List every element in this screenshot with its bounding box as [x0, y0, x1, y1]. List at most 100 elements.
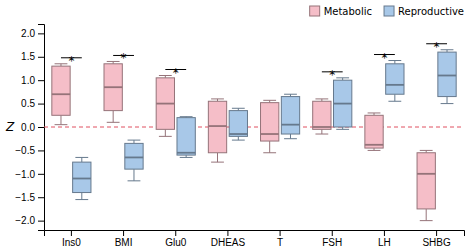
y-axis-title: Z — [5, 120, 15, 134]
y-tick-label: −1.0 — [15, 169, 35, 180]
annotations: ****** — [61, 40, 447, 82]
upper-cap — [180, 116, 193, 117]
x-tick-mark — [436, 230, 437, 236]
y-tick-label: 0.5 — [21, 98, 35, 109]
upper-cap — [441, 49, 454, 50]
median — [261, 133, 279, 135]
box-series — [52, 61, 436, 220]
median — [386, 84, 404, 86]
x-tick: Ins0 — [62, 230, 81, 248]
x-tick: BMI — [115, 230, 133, 248]
upper-cap — [159, 75, 172, 76]
box — [438, 52, 456, 96]
y-tick: −1.0 — [15, 169, 44, 180]
box — [417, 153, 435, 209]
box — [104, 64, 122, 111]
upper-cap — [368, 112, 381, 113]
box — [177, 118, 195, 155]
upper-cap — [211, 98, 224, 99]
lower-whisker — [113, 111, 114, 123]
x-tick-label: Ins0 — [62, 237, 81, 248]
box-series — [73, 50, 457, 200]
y-tick-mark — [38, 150, 44, 151]
lower-cap — [284, 138, 297, 139]
annotation: * — [68, 54, 74, 68]
upper-cap — [420, 150, 433, 151]
y-tick-mark — [38, 57, 44, 58]
median — [52, 93, 70, 95]
y-tick-mark — [38, 221, 44, 222]
upper-cap — [284, 94, 297, 95]
x-tick-label: FSH — [322, 237, 342, 248]
lower-whisker — [60, 115, 61, 124]
y-tick-mark — [38, 33, 44, 34]
box — [52, 66, 70, 115]
median — [313, 126, 331, 128]
box — [365, 115, 383, 148]
chart: −2.0−1.5−1.0−0.50.00.51.01.52.0Ins0BMIGl… — [0, 0, 474, 252]
lower-cap — [263, 152, 276, 153]
box — [73, 162, 91, 192]
upper-cap — [388, 60, 401, 61]
legend: Metabolic Reproductive — [310, 6, 464, 17]
lower-whisker — [290, 134, 291, 139]
upper-whisker — [81, 157, 82, 162]
box — [334, 80, 352, 127]
x-tick-mark — [175, 230, 176, 236]
x-tick-label: Glu0 — [165, 237, 187, 248]
lower-cap — [107, 122, 120, 123]
upper-cap — [336, 77, 349, 78]
x-tick: Glu0 — [165, 230, 187, 248]
x-tick-label: T — [277, 237, 283, 248]
x-tick: T — [277, 230, 283, 248]
y-tick-mark — [38, 127, 44, 128]
y-axis-line — [38, 25, 45, 231]
plot-area — [44, 50, 464, 221]
lower-whisker — [81, 193, 82, 200]
x-tick-label: LH — [378, 237, 391, 248]
y-tick-label: 1.5 — [21, 51, 35, 62]
x-tick-mark — [71, 230, 72, 236]
x-tick: FSH — [322, 230, 342, 248]
legend-item: Metabolic — [310, 6, 372, 17]
median — [438, 75, 456, 77]
lower-whisker — [269, 141, 270, 153]
legend-item: Reproductive — [384, 6, 464, 17]
legend-swatch — [384, 6, 394, 16]
x-tick-mark — [280, 230, 281, 236]
y-tick-label: 0.0 — [21, 122, 35, 133]
y-tick: 1.0 — [21, 75, 44, 86]
y-tick-mark — [38, 80, 44, 81]
lower-whisker — [394, 94, 395, 101]
legend-label: Reproductive — [398, 6, 464, 17]
lower-cap — [180, 157, 193, 158]
y-tick-label: 2.0 — [21, 28, 35, 39]
y-axis: −2.0−1.5−1.0−0.50.00.51.01.52.0 — [15, 25, 44, 231]
box — [229, 111, 247, 137]
lower-cap — [315, 134, 328, 135]
annotation: * — [381, 51, 387, 65]
x-tick: DHEAS — [211, 230, 246, 248]
y-tick-label: −2.0 — [15, 215, 35, 226]
y-tick-label: −1.5 — [15, 192, 35, 203]
x-tick-mark — [123, 230, 124, 236]
annotation: * — [121, 51, 127, 65]
box — [208, 101, 226, 153]
y-tick: 0.5 — [21, 98, 44, 109]
median — [125, 157, 143, 159]
lower-whisker — [447, 97, 448, 104]
median — [208, 125, 226, 127]
lower-cap — [232, 140, 245, 141]
x-tick-mark — [227, 230, 228, 236]
lower-cap — [159, 136, 172, 137]
median — [73, 178, 91, 180]
x-tick-label: DHEAS — [211, 237, 246, 248]
x-tick-mark — [384, 230, 385, 236]
median — [365, 144, 383, 146]
y-tick-mark — [38, 197, 44, 198]
y-tick: −2.0 — [15, 215, 44, 226]
y-tick-label: 1.0 — [21, 75, 35, 86]
lower-cap — [388, 101, 401, 102]
x-tick-label: BMI — [115, 237, 133, 248]
box — [386, 64, 404, 94]
